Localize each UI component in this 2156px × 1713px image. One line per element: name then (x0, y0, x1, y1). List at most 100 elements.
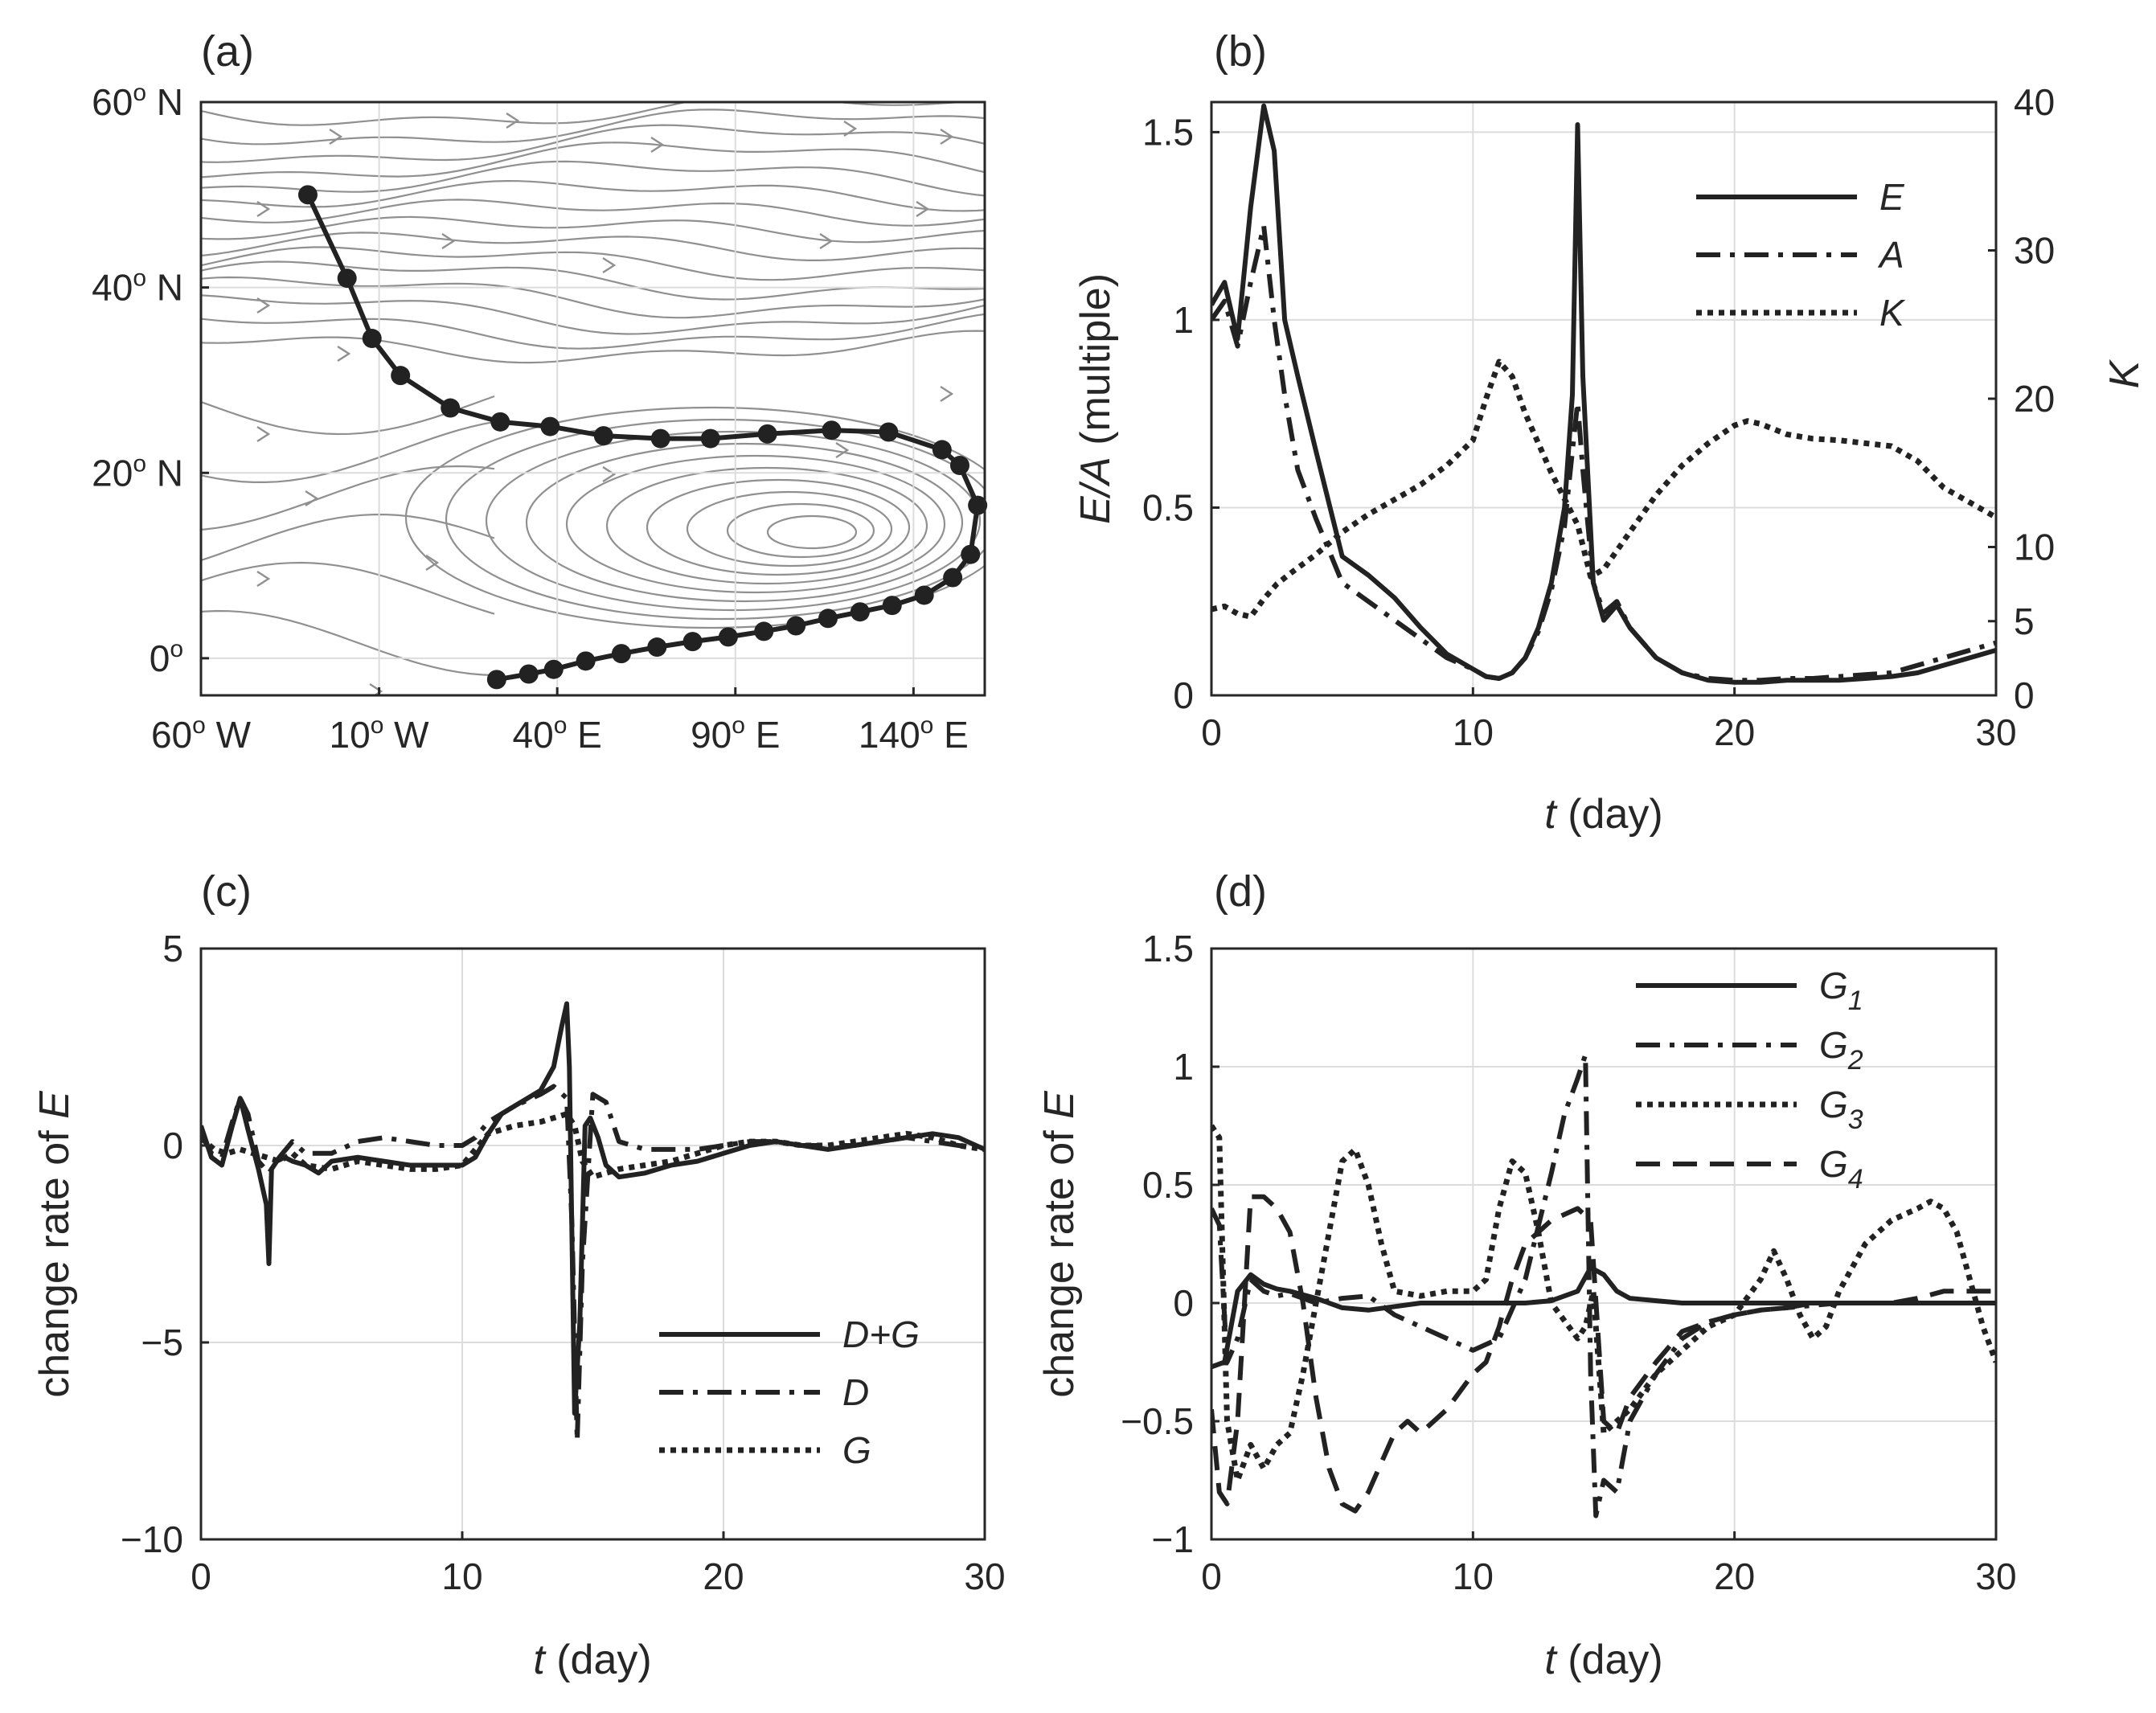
panel-d-ylabel: change rate of E (1036, 1090, 1083, 1398)
legend-label: D+G (842, 1313, 920, 1355)
streamline (201, 420, 495, 483)
y-tick-label: 0 (1173, 674, 1194, 716)
gyre-streamline (525, 442, 964, 603)
trajectory-point (543, 659, 564, 679)
panel-d-label: (d) (1214, 867, 1267, 916)
series-g1 (1211, 1264, 1996, 1370)
streamline (201, 199, 985, 227)
streamline (201, 561, 495, 615)
panel-a-y-ticks: 0o 20o N 40o N 60o N (92, 80, 209, 679)
streamline (201, 260, 985, 301)
streamline-arrow (940, 385, 954, 403)
trajectory-point (949, 456, 969, 476)
trajectory-point (786, 616, 806, 636)
streamline-arrow (256, 425, 271, 443)
x-tick-label: 0 (1201, 711, 1222, 753)
streamline-arrow (329, 128, 343, 145)
streamline-arrow (441, 232, 456, 250)
panel-d-xlabel: t (day) (1544, 1637, 1662, 1683)
trajectory-point (391, 366, 411, 386)
trajectory-point (968, 495, 988, 515)
x-tick-label: 40o E (513, 712, 602, 756)
panel-c: (c) 0 10 20 30 −10 −5 0 5 t (day) change rate o… (31, 867, 1006, 1683)
y-tick-label-right: 0 (2014, 674, 2035, 716)
trajectory-point (757, 424, 777, 444)
x-tick-label: 20 (1714, 1555, 1755, 1597)
trajectory-point (593, 426, 613, 446)
panel-b-xlabel: t (day) (1544, 791, 1662, 838)
y-tick-label: −0.5 (1121, 1400, 1194, 1442)
y-tick-label: 0 (162, 1125, 183, 1166)
trajectory-point (754, 621, 774, 641)
trajectory-point (818, 609, 838, 629)
trajectory-point (576, 651, 596, 671)
panel-c-ylabel: change rate of E (31, 1090, 78, 1398)
trajectory-point (879, 422, 899, 442)
y-tick-label: 5 (162, 928, 183, 969)
x-tick-label: 0 (1201, 1555, 1222, 1597)
trajectory-point (362, 329, 382, 349)
y-tick-label: 0.5 (1142, 486, 1194, 528)
panel-d: (d) 0 10 20 30 −1 −0.5 0 0.5 1 1.5 t (day) change… (1036, 867, 2017, 1683)
panel-c-frame (199, 947, 986, 1541)
streamline-arrow (256, 297, 271, 314)
series-g4 (1211, 1194, 1996, 1514)
legend-label: G3 (1819, 1084, 1863, 1135)
streamline (201, 124, 985, 163)
gyre-streamline (726, 502, 875, 559)
streamline (201, 160, 985, 197)
panel-a-x-ticks: 60o W 10o W 40o E 90o E 140o E (151, 687, 969, 756)
y-tick-label-right: 20 (2014, 378, 2055, 420)
trajectory-point (943, 568, 963, 588)
trajectory-point (519, 664, 539, 684)
legend-label: G2 (1819, 1024, 1863, 1076)
panel-c-series (201, 1001, 985, 1444)
x-tick-label: 30 (1975, 1555, 2016, 1597)
streamline (201, 246, 985, 281)
legend-label: K (1879, 292, 1906, 334)
streamline (201, 465, 495, 531)
trajectory-point (932, 440, 952, 460)
gyre-streamline (565, 454, 946, 594)
panel-a-frame (199, 100, 986, 697)
panel-b-frame (1210, 100, 1998, 697)
trajectory-point (718, 627, 738, 647)
panel-c-xlabel: t (day) (533, 1637, 651, 1683)
y-tick-label: 1 (1173, 299, 1194, 341)
streamline-arrow (425, 554, 440, 572)
streamline-arrow (940, 128, 954, 145)
legend-label: E (1879, 176, 1905, 218)
streamline-arrow (256, 570, 271, 588)
panel-d-series (1211, 1052, 1996, 1518)
y-tick-label-right: 40 (2014, 81, 2055, 123)
y-tick-label: 40o N (92, 265, 183, 309)
trajectory (297, 185, 988, 690)
series-g2 (1211, 1052, 1996, 1518)
streamline-arrow (305, 490, 319, 507)
panel-a-label: (a) (201, 27, 254, 76)
y-tick-label: −1 (1152, 1518, 1194, 1560)
trajectory-point (882, 596, 902, 616)
x-tick-label: 30 (964, 1555, 1005, 1597)
y-tick-label: 0o (150, 636, 183, 679)
streamline (201, 102, 978, 126)
streamline (201, 276, 985, 319)
trajectory-point (611, 644, 631, 664)
panel-c-legend: D+G DG (659, 1313, 920, 1471)
x-tick-label: 30 (1975, 711, 2016, 753)
streamline (201, 330, 985, 364)
x-tick-label: 20 (1714, 711, 1755, 753)
trajectory-point (540, 416, 560, 436)
series-d (201, 1084, 985, 1444)
panel-b-ylabel-right: K (2101, 359, 2148, 388)
series-a (1211, 223, 1996, 683)
panel-c-label: (c) (201, 867, 252, 916)
gyre-streamline (445, 418, 985, 621)
streamline (201, 141, 985, 178)
gyre-streamline (686, 490, 893, 568)
gyre-streamline (646, 478, 911, 576)
streamline-arrow (602, 465, 617, 483)
panel-b-series (1211, 103, 1996, 685)
